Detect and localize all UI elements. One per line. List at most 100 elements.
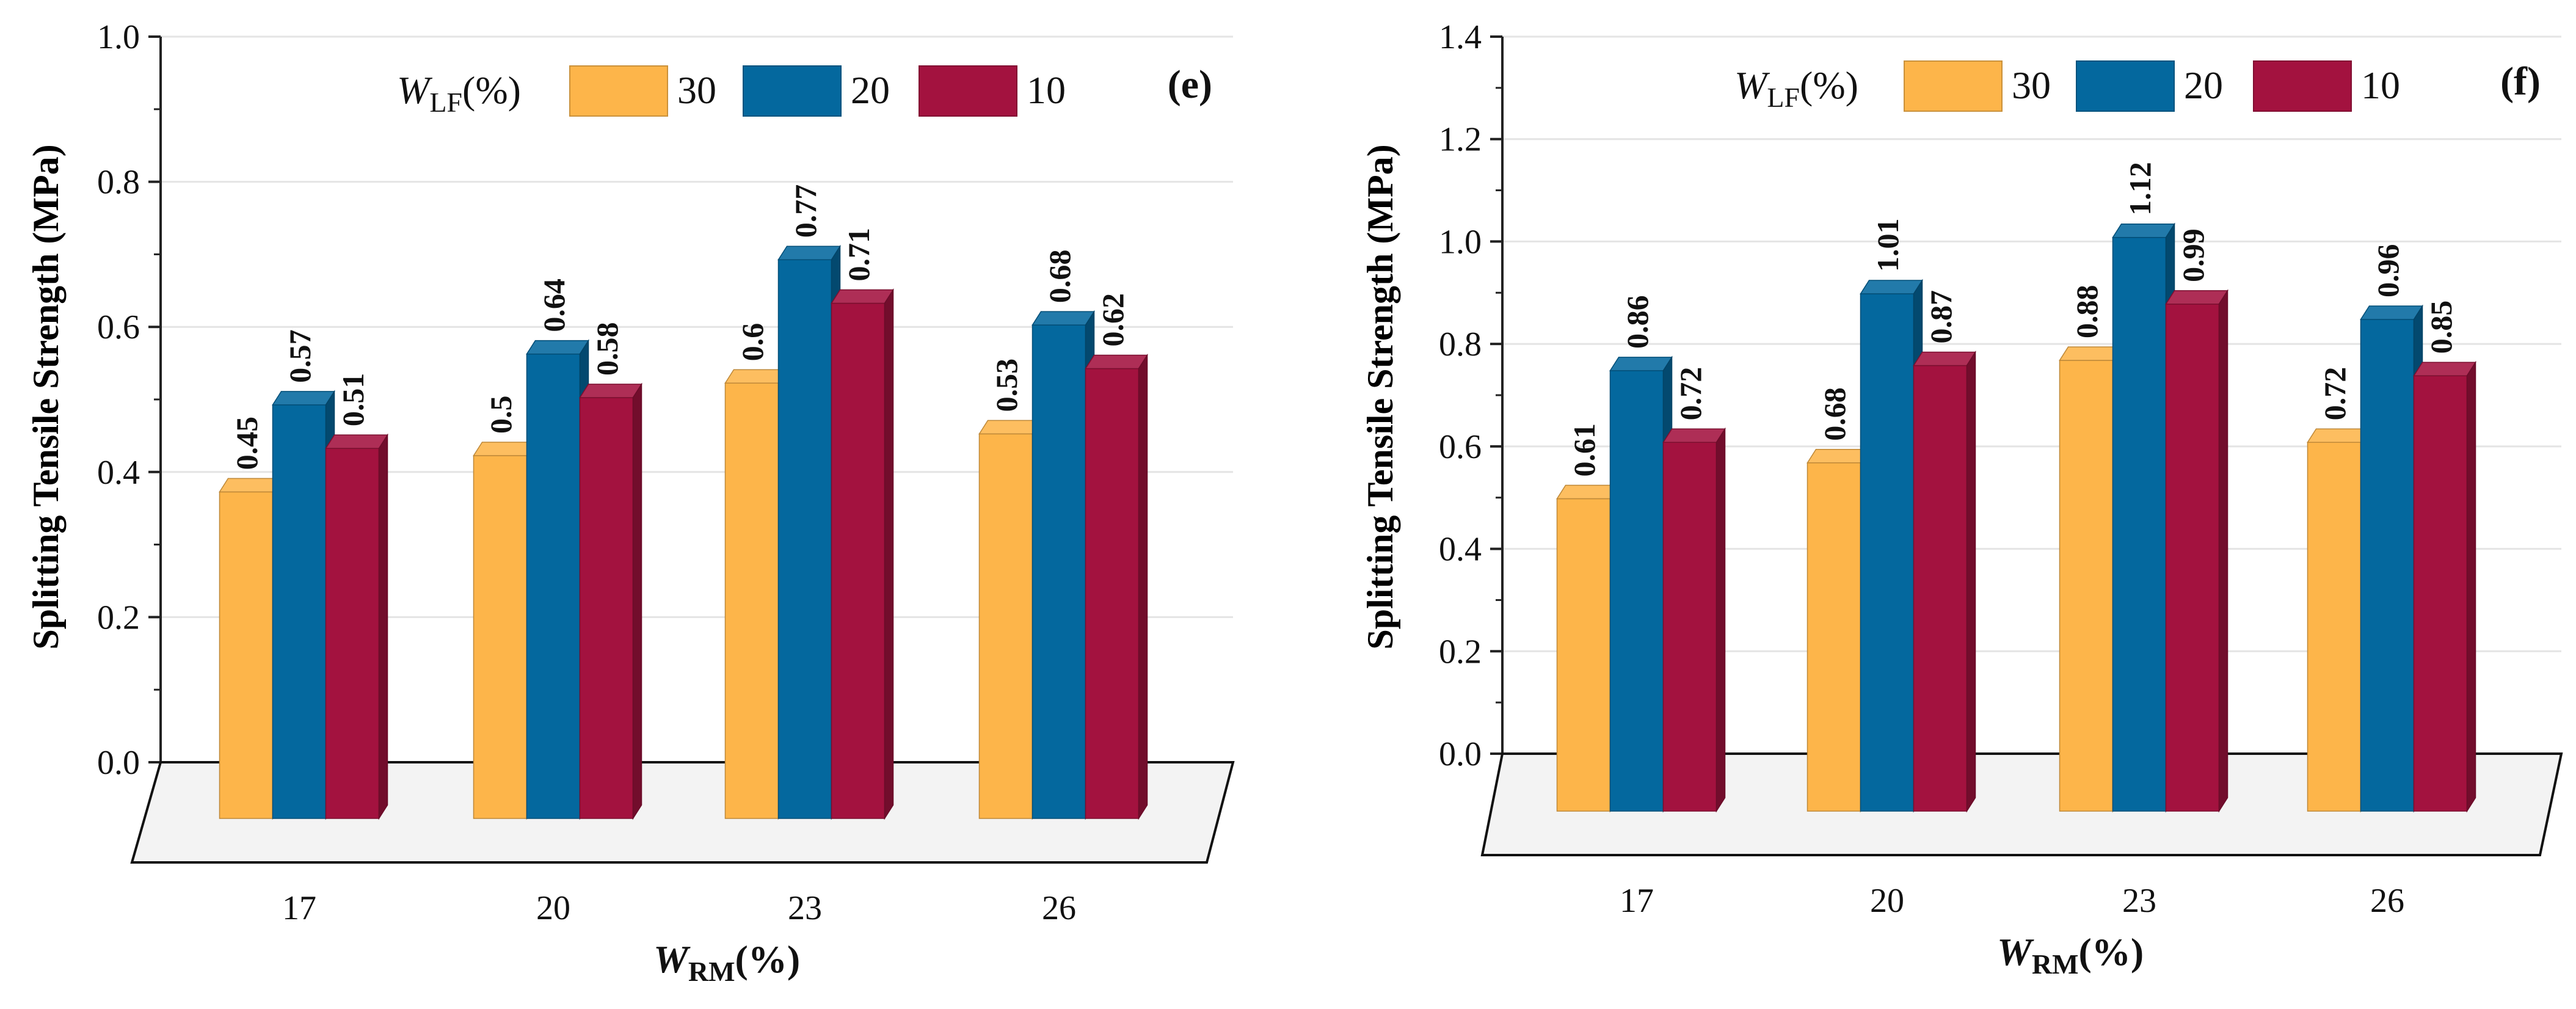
data-label: 0.88 <box>2070 285 2104 339</box>
y-axis-label: Splitting Tensile Strength (MPa) <box>26 144 66 649</box>
bar-front-face <box>1031 324 1086 819</box>
legend-swatch-20 <box>2076 60 2175 112</box>
x-category-label: 20 <box>536 889 570 927</box>
data-label: 0.51 <box>336 373 370 427</box>
y-tick-label: 0.2 <box>97 599 140 636</box>
legend-title-main: W <box>397 68 433 112</box>
bar-top-face <box>219 478 282 493</box>
chart-panel-f: 0.0 0.2 0.4 0.6 0.8 1.0 1.2 1.4 0.61 0.86 0.72 17 0.… <box>1360 18 2563 980</box>
x-axis-label: WRM(%) <box>1997 930 2144 980</box>
bar-10-17 <box>1662 427 1726 813</box>
data-label: 0.77 <box>788 184 823 238</box>
bar-top-face <box>473 442 536 456</box>
bar-side-face <box>2218 289 2229 813</box>
bar-side-face <box>378 433 388 820</box>
y-axis-label: Splitting Tensile Strength (MPa) <box>1360 144 1400 649</box>
bar-front-face <box>2112 237 2167 812</box>
bar-front-face <box>272 404 327 819</box>
bar-20-26 <box>2360 304 2423 813</box>
bar-top-face <box>1913 351 1976 366</box>
bar-10-20 <box>1913 350 1976 813</box>
bar-30-20 <box>473 440 536 820</box>
data-label: 0.99 <box>2176 228 2210 282</box>
legend-swatch-10 <box>919 65 1017 117</box>
x-category-label: 20 <box>1870 882 1904 920</box>
y-tick-label: 0.8 <box>97 164 140 202</box>
x-category-label: 26 <box>1042 889 1076 927</box>
data-label: 0.85 <box>2424 301 2458 354</box>
bar-front-face <box>1085 368 1140 819</box>
bar-10-26 <box>1085 353 1148 820</box>
bar-side-face <box>1138 353 1148 820</box>
x-label-main: W <box>653 938 691 981</box>
y-tick-label: 0.6 <box>97 308 140 346</box>
legend-title-sub: LF <box>429 87 462 118</box>
y-tick-label: 1.2 <box>1439 121 1482 159</box>
bar-top-face <box>724 369 788 384</box>
data-label: 0.62 <box>1096 293 1130 347</box>
bar-30-20 <box>1806 448 1870 813</box>
bar-front-face <box>2307 442 2362 812</box>
y-tick-label: 0.6 <box>1439 428 1482 466</box>
bar-top-face <box>1860 280 1923 294</box>
bar-front-face <box>2059 360 2114 812</box>
legend-swatch-30 <box>1904 60 2003 112</box>
bar-20-23 <box>777 244 841 820</box>
y-tick-label: 0.0 <box>1439 735 1482 773</box>
bar-top-face <box>1556 484 1620 500</box>
y-tick-label: 1.4 <box>1439 18 1482 56</box>
bar-30-23 <box>2059 345 2122 813</box>
bar-top-face <box>1662 428 1726 443</box>
x-category-label: 23 <box>2122 882 2156 920</box>
bar-20-17 <box>272 390 335 820</box>
y-tick-label: 0.8 <box>1439 326 1482 363</box>
x-category-label: 17 <box>1620 882 1654 920</box>
y-tick-label: 0.4 <box>97 454 140 492</box>
bar-top-face <box>831 289 894 304</box>
data-label: 0.61 <box>1567 423 1601 477</box>
data-label: 0.64 <box>537 279 571 332</box>
data-label: 0.6 <box>735 323 770 362</box>
data-label: 0.45 <box>230 417 264 470</box>
x-category-label: 17 <box>282 889 316 927</box>
x-category-label: 26 <box>2370 882 2404 920</box>
bar-30-17 <box>1556 483 1620 813</box>
legend-label-20: 20 <box>851 68 890 112</box>
bar-30-26 <box>978 418 1042 820</box>
legend-swatch-10 <box>2253 60 2352 112</box>
bar-top-face <box>777 246 841 260</box>
x-label-unit: (%) <box>735 938 801 981</box>
bar-top-face <box>978 420 1042 435</box>
data-label: 0.5 <box>484 396 518 434</box>
bar-side-face <box>2466 360 2476 813</box>
legend-label-10: 10 <box>2361 64 2400 107</box>
bar-front-face <box>2413 375 2468 812</box>
bar-20-20 <box>1860 279 1923 813</box>
x-label-unit: (%) <box>2079 930 2144 974</box>
data-label: 0.72 <box>2318 367 2352 421</box>
y-tick-label: 0.4 <box>1439 531 1482 569</box>
data-label: 0.68 <box>1042 250 1077 304</box>
bar-top-face <box>1609 357 1673 371</box>
chart-panel-e: 0.0 0.2 0.4 0.6 0.8 1.0 0.45 0.57 0.51 17 0.5 0.64 0… <box>26 18 1235 987</box>
bar-30-17 <box>219 476 282 820</box>
bar-top-face <box>1085 354 1148 370</box>
x-label-sub: RM <box>2032 949 2079 980</box>
bar-front-face <box>473 455 528 819</box>
bar-front-face <box>724 382 779 819</box>
legend-title: WLF(%) <box>397 68 521 118</box>
bar-top-face <box>2112 224 2175 238</box>
bar-front-face <box>1913 365 1968 812</box>
legend-swatch-30 <box>569 65 668 117</box>
bar-10-23 <box>831 288 894 820</box>
data-label: 1.01 <box>1871 219 1905 272</box>
legend-swatch-20 <box>743 65 842 117</box>
legend-title: WLF(%) <box>1734 64 1858 113</box>
bar-side-face <box>884 288 894 820</box>
bar-front-face <box>1609 370 1664 812</box>
bar-top-face <box>526 340 589 355</box>
bar-top-face <box>1806 449 1870 464</box>
legend-title-main: W <box>1734 64 1770 107</box>
